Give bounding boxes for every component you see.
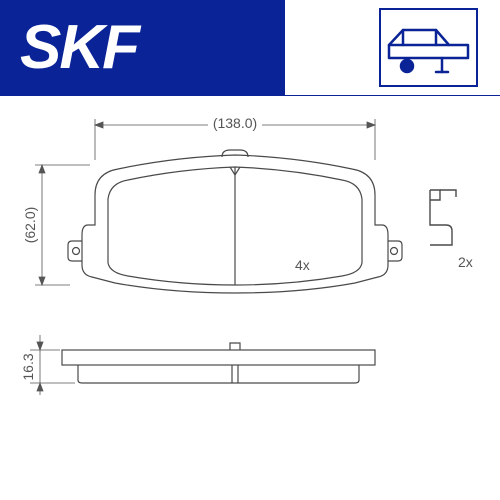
header: SKF (0, 0, 500, 96)
logo-band: SKF (0, 0, 285, 95)
arrowhead (39, 277, 45, 285)
qty-clip-label: 2x (458, 254, 473, 270)
dim-width-label: (138.0) (213, 115, 257, 131)
car-front-axle-icon (381, 10, 476, 85)
pad-side-view (62, 343, 375, 383)
pad-face-view (68, 150, 402, 293)
dim-thickness-label: 16.3 (20, 353, 36, 380)
arrowhead (367, 122, 375, 128)
technical-drawing: (138.0) (62.0) 4x (0, 95, 500, 500)
position-icon-box (379, 8, 478, 87)
qty-pad-label: 4x (295, 257, 310, 273)
clip-view (430, 190, 456, 245)
arrowhead (39, 165, 45, 173)
arrowhead (37, 342, 43, 350)
dim-height-label: (62.0) (22, 207, 38, 244)
arrowhead (95, 122, 103, 128)
brand-logo-text: SKF (20, 12, 138, 83)
arrowhead (37, 383, 43, 391)
